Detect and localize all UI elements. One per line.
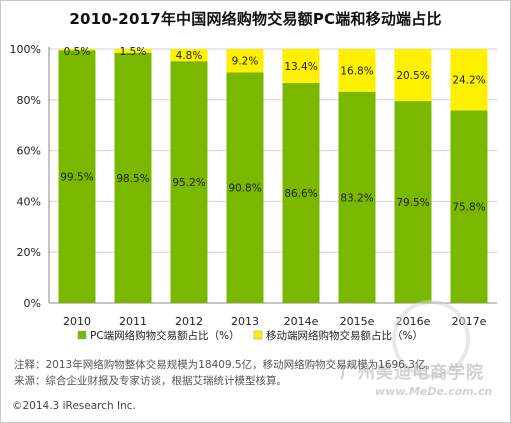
pc-bar <box>114 52 152 304</box>
x-tick-label: 2011 <box>119 315 147 328</box>
pc-value-label: 98.5% <box>116 173 149 185</box>
legend-swatch <box>253 330 263 340</box>
x-tick-label: 2012 <box>175 315 203 328</box>
pc-bar <box>282 83 320 303</box>
pc-value-label: 86.6% <box>284 188 317 200</box>
pc-bar <box>394 101 432 303</box>
chart-title: 2010-2017年中国网络购物交易额PC端和移动端占比 <box>69 10 442 28</box>
legend-label: PC端网络购物交易额占比（%） <box>90 329 240 342</box>
note-line: 注释：2013年网络购物整体交易规模为18409.5亿，移动网络购物交易规模为1… <box>14 359 436 371</box>
legend-label: 移动端网络购物交易额占比（%） <box>266 329 423 342</box>
pc-bar <box>226 72 264 303</box>
y-tick-label: 40% <box>17 195 41 208</box>
mobile-bar <box>58 49 96 51</box>
mobile-bar <box>114 49 152 53</box>
x-tick-label: 2014e <box>284 315 319 328</box>
y-tick-label: 0% <box>24 297 41 310</box>
pc-value-label: 83.2% <box>340 192 373 204</box>
pc-value-label: 79.5% <box>396 197 429 209</box>
y-tick-label: 80% <box>17 94 41 107</box>
mobile-bar <box>282 49 320 84</box>
mobile-bar <box>450 49 488 111</box>
pc-bar <box>58 50 96 303</box>
pc-bar <box>338 91 376 303</box>
y-tick-label: 20% <box>17 246 41 259</box>
pc-bar <box>450 110 488 303</box>
pc-bar <box>170 61 208 303</box>
mobile-bar <box>394 49 432 102</box>
x-tick-label: 2013 <box>231 315 259 328</box>
mobile-value-label: 9.2% <box>232 56 259 68</box>
pc-value-label: 99.5% <box>60 172 93 184</box>
y-tick-label: 60% <box>17 145 41 158</box>
mobile-bar <box>226 49 264 73</box>
legend-swatch <box>77 330 87 340</box>
mobile-value-label: 4.8% <box>176 50 203 62</box>
watermark-name: 广州美迪电商学院 <box>340 363 484 383</box>
mobile-value-label: 13.4% <box>284 61 317 73</box>
mobile-value-label: 24.2% <box>452 75 485 87</box>
mobile-value-label: 16.8% <box>340 65 373 77</box>
copyright: ©2014.3 iResearch Inc. <box>12 400 136 412</box>
x-tick-label: 2015e <box>340 315 375 328</box>
y-tick-label: 100% <box>10 43 41 56</box>
source-line: 来源：综合企业财报及专家访谈，根据艾瑞统计模型核算。 <box>14 375 287 387</box>
watermark-logo-ring <box>392 300 470 378</box>
mobile-value-label: 1.5% <box>120 46 147 58</box>
pc-value-label: 95.2% <box>172 177 205 189</box>
pc-value-label: 90.8% <box>228 183 261 195</box>
x-tick-label: 2010 <box>63 315 91 328</box>
mobile-value-label: 20.5% <box>396 70 429 82</box>
pc-value-label: 75.8% <box>452 202 485 214</box>
watermark-url: www.MeDe.com.cn <box>375 385 493 398</box>
mobile-value-label: 0.5% <box>64 46 91 58</box>
mobile-bar <box>338 49 376 92</box>
mobile-bar <box>170 49 208 62</box>
